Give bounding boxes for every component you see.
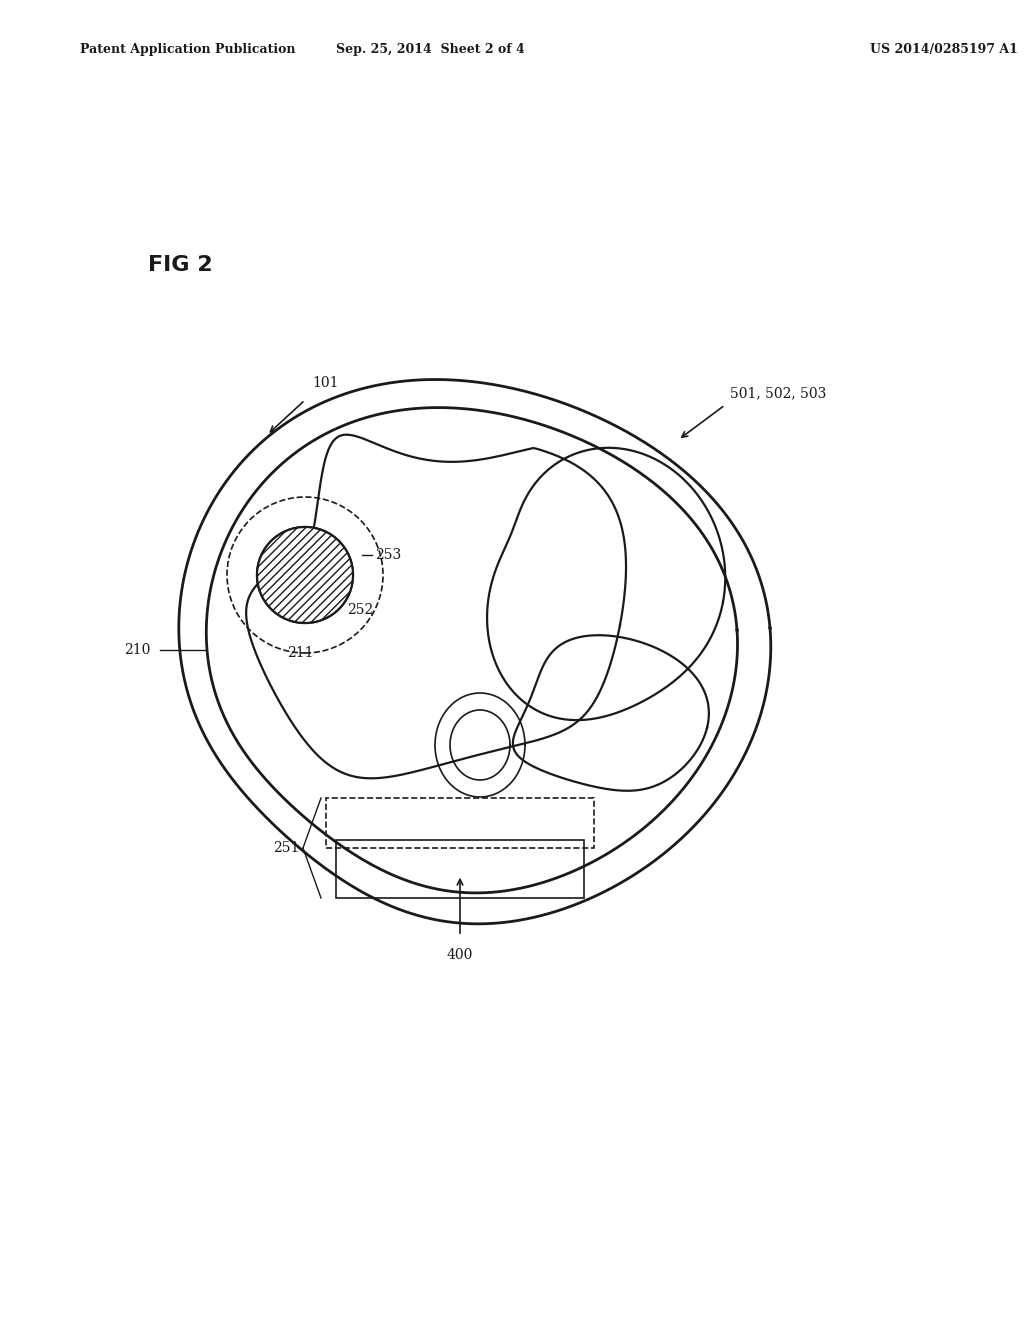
Text: 252: 252 [347,603,374,616]
Text: Sep. 25, 2014  Sheet 2 of 4: Sep. 25, 2014 Sheet 2 of 4 [336,44,524,57]
Bar [326,799,594,847]
Text: 210: 210 [124,643,150,657]
Text: 211: 211 [287,645,313,660]
Text: FIG 2: FIG 2 [148,255,213,275]
Text: 501, 502, 503: 501, 502, 503 [730,385,826,400]
Text: 251: 251 [272,841,299,855]
Text: Patent Application Publication: Patent Application Publication [80,44,296,57]
Circle shape [257,527,353,623]
Text: 101: 101 [312,376,339,389]
Circle shape [257,527,353,623]
Text: 253: 253 [375,548,401,562]
Text: US 2014/0285197 A1: US 2014/0285197 A1 [870,44,1018,57]
Bar [336,840,584,898]
Text: 400: 400 [446,948,473,962]
